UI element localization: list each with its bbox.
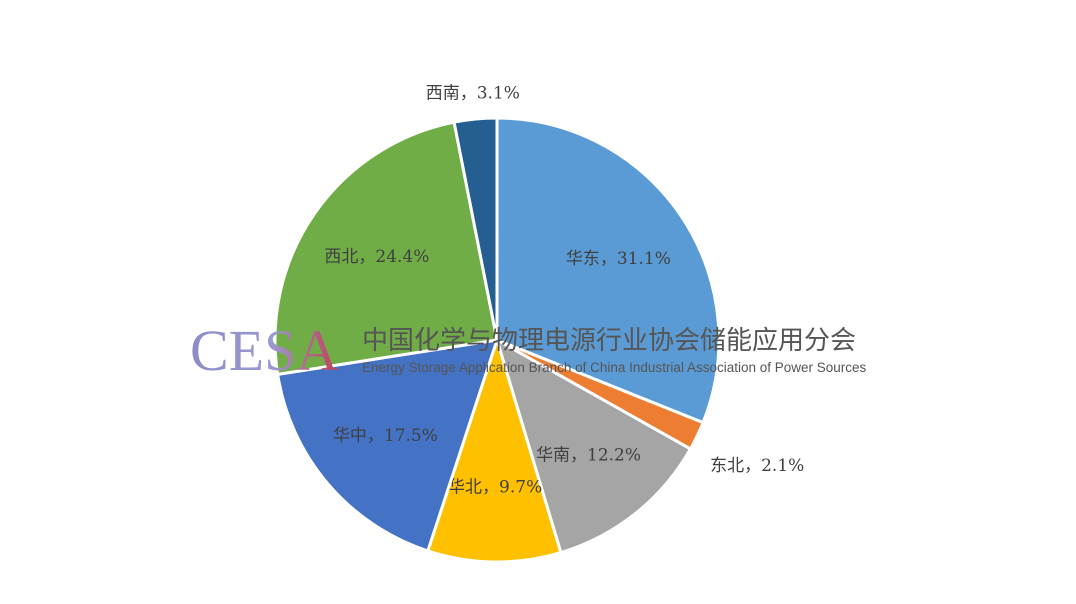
pie-slice-华东	[495, 116, 721, 425]
data-label: 西南，3.1%	[426, 84, 520, 104]
data-label: 东北，2.1%	[710, 456, 804, 476]
data-label: 华南，12.2%	[536, 445, 641, 465]
data-label: 西北，24.4%	[324, 247, 429, 267]
data-label: 华中，17.5%	[333, 426, 438, 446]
pie-slice-西北	[273, 120, 499, 377]
pie-slice-西南	[452, 116, 499, 341]
pie-slice-华中	[275, 338, 500, 553]
data-label: 华东，31.1%	[566, 249, 671, 269]
data-label: 华北，9.7%	[448, 478, 542, 498]
pie-slice-华北	[425, 334, 563, 564]
